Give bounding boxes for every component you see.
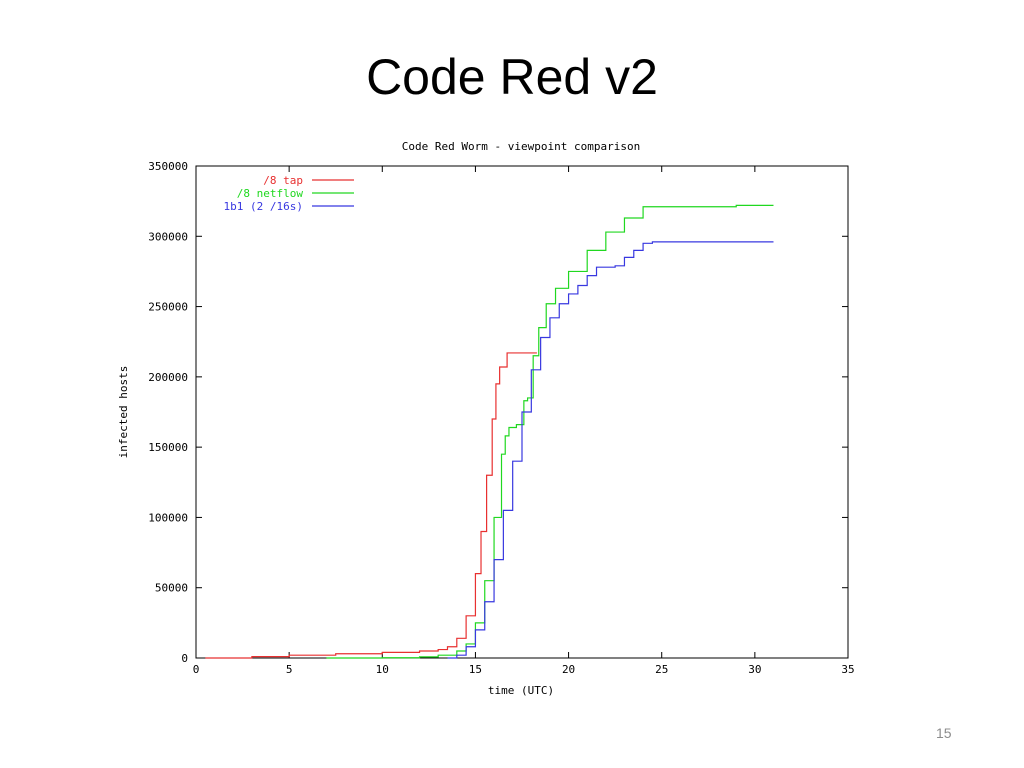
x-tick-label: 15 [469, 663, 482, 676]
series-line [326, 204, 774, 659]
series-lines [205, 204, 774, 659]
chart-title: Code Red Worm - viewpoint comparison [402, 140, 640, 153]
x-tick-label: 20 [562, 663, 575, 676]
page-number: 15 [936, 725, 952, 741]
x-tick-label: 0 [193, 663, 200, 676]
x-tick-label: 25 [655, 663, 668, 676]
x-axis-label: time (UTC) [488, 684, 554, 697]
x-tick-label: 35 [841, 663, 854, 676]
x-tick-label: 30 [748, 663, 761, 676]
legend-label: /8 netflow [237, 187, 304, 200]
x-tick-label: 10 [376, 663, 389, 676]
axis-ticks: 0 5 10 15 20 25 30 35 0 50000 100000 150000 200000 25… [148, 160, 854, 676]
series-line [447, 241, 774, 659]
y-tick-label: 200000 [148, 371, 188, 384]
y-tick-label: 100000 [148, 511, 188, 524]
y-tick-label: 300000 [148, 230, 188, 243]
y-tick-label: 250000 [148, 301, 188, 314]
y-tick-label: 150000 [148, 441, 188, 454]
plot-frame [195, 165, 849, 659]
legend-label: /8 tap [263, 174, 303, 187]
y-tick-label: 0 [181, 652, 188, 665]
series-line [205, 352, 537, 659]
x-tick-label: 5 [286, 663, 293, 676]
y-axis-label: infected hosts [117, 366, 130, 459]
y-tick-label: 350000 [148, 160, 188, 173]
y-tick-label: 50000 [155, 582, 188, 595]
legend-label: 1b1 (2 /16s) [224, 200, 303, 213]
slide-title: Code Red v2 [366, 49, 658, 105]
